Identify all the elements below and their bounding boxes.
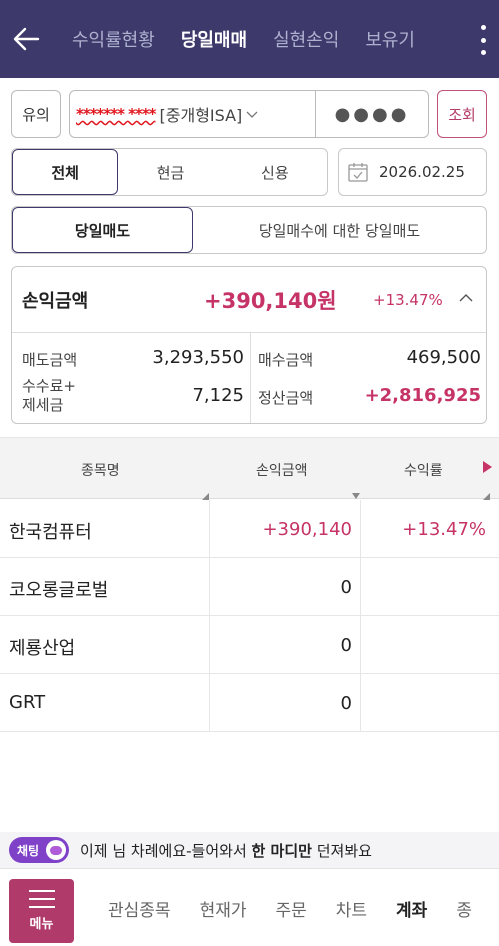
tab-holding-period[interactable]: 보유기 bbox=[365, 30, 415, 51]
column-stock-name[interactable]: 종목명 bbox=[81, 463, 120, 479]
segment-cash[interactable]: 현금 bbox=[156, 163, 185, 182]
table-row[interactable]: 한국컴퓨터 +390,140 +13.47% bbox=[0, 500, 499, 558]
table-row[interactable]: GRT 0 bbox=[0, 674, 499, 732]
nav-chart[interactable]: 차트 bbox=[335, 900, 368, 921]
chat-bubble-icon bbox=[46, 840, 66, 860]
top-header: 수익률현황 당일매매 실현손익 보유기 bbox=[0, 0, 499, 78]
chat-pill[interactable]: 채팅 bbox=[9, 837, 69, 863]
menu-button[interactable]: 메뉴 bbox=[9, 879, 74, 943]
table-row[interactable]: 코오롱글로벌 0 bbox=[0, 558, 499, 616]
calendar-icon bbox=[348, 163, 368, 182]
stock-name: GRT bbox=[9, 692, 46, 713]
pl-label: 손익금액 bbox=[22, 290, 89, 312]
chat-text-prefix: 이제 님 차례에요-들어와서 bbox=[80, 841, 252, 860]
bottom-nav-items: 관심종목 현재가 주문 차트 계좌 종 bbox=[108, 869, 499, 946]
date-picker[interactable]: 2026.02.25 bbox=[338, 148, 487, 196]
summary-card: 손익금액 +390,140원 +13.47% 매도금액 3,293,550 매수… bbox=[11, 266, 487, 424]
fee-tax-label: 수수료+ 제세금 bbox=[22, 377, 76, 415]
segment-credit[interactable]: 신용 bbox=[261, 163, 289, 182]
chat-text-bold: 한 마디만 bbox=[251, 841, 312, 860]
date-value: 2026.02.25 bbox=[379, 163, 465, 181]
nav-watchlist[interactable]: 관심종목 bbox=[108, 900, 171, 921]
chevron-down-icon bbox=[246, 111, 258, 118]
column-rate[interactable]: 수익률 bbox=[404, 463, 443, 479]
summary-divider bbox=[250, 333, 251, 423]
chat-banner[interactable]: 채팅 이제 님 차례에요-들어와서 한 마디만 던져봐요 bbox=[0, 832, 499, 868]
pl-value: +390,140원 bbox=[204, 288, 337, 313]
menu-label: 메뉴 bbox=[29, 917, 54, 932]
chevron-up-icon[interactable] bbox=[459, 293, 473, 303]
stock-pl: 0 bbox=[340, 693, 352, 714]
sell-amount-label: 매도금액 bbox=[22, 351, 78, 369]
stock-rate: +13.47% bbox=[402, 519, 486, 540]
tab-day-trade[interactable]: 당일매매 bbox=[180, 30, 248, 51]
segment-all[interactable]: 전체 bbox=[12, 149, 119, 195]
buy-amount-label: 매수금액 bbox=[258, 351, 314, 369]
stock-pl: 0 bbox=[340, 635, 352, 656]
table-body: 한국컴퓨터 +390,140 +13.47% 코오롱글로벌 0 제룡산업 0 G… bbox=[0, 500, 499, 732]
bottom-nav: 메뉴 관심종목 현재가 주문 차트 계좌 종 bbox=[0, 868, 499, 946]
fee-label-line1: 수수료+ bbox=[22, 377, 76, 395]
stock-name: 한국컴퓨터 bbox=[9, 522, 92, 543]
table-header: 종목명 손익금액 수익률 bbox=[0, 437, 499, 500]
table-row[interactable]: 제룡산업 0 bbox=[0, 616, 499, 674]
trade-type-segment: 당일매도 당일매수에 대한 당일매도 bbox=[11, 206, 487, 254]
account-row: 유의 ******* **** [중개형ISA] ●●●● 조회 bbox=[11, 90, 487, 138]
tab-realized-pl[interactable]: 실현손익 bbox=[273, 30, 340, 51]
buy-amount-value: 469,500 bbox=[406, 347, 481, 368]
resize-handle-icon bbox=[483, 493, 490, 500]
tab-return-status[interactable]: 수익률현황 bbox=[72, 30, 155, 51]
segment-day-sell[interactable]: 당일매도 bbox=[12, 207, 193, 253]
credit-type-segment: 전체 현금 신용 bbox=[11, 148, 328, 196]
nav-account[interactable]: 계좌 bbox=[396, 900, 428, 921]
stock-pl: 0 bbox=[340, 577, 352, 598]
segment-day-sell-of-day-buy[interactable]: 당일매수에 대한 당일매도 bbox=[258, 221, 421, 240]
query-button[interactable]: 조회 bbox=[437, 90, 487, 138]
account-selector[interactable]: ******* **** [중개형ISA] bbox=[69, 90, 315, 138]
stock-name: 코오롱글로벌 bbox=[9, 580, 109, 601]
hamburger-icon bbox=[28, 890, 55, 908]
sort-desc-icon[interactable] bbox=[352, 493, 360, 499]
chat-text-suffix: 던져봐요 bbox=[311, 841, 372, 860]
nav-current-price[interactable]: 현재가 bbox=[199, 900, 247, 921]
summary-grid: 매도금액 3,293,550 매수금액 469,500 수수료+ 제세금 7,1… bbox=[12, 333, 486, 423]
settle-amount-label: 정산금액 bbox=[258, 389, 314, 407]
stock-pl: +390,140 bbox=[262, 519, 352, 540]
header-tabs: 수익률현황 당일매매 실현손익 보유기 bbox=[72, 0, 441, 78]
sell-amount-value: 3,293,550 bbox=[152, 347, 244, 368]
account-number-redacted: ******* **** bbox=[76, 105, 157, 123]
account-type: [중개형ISA] bbox=[159, 106, 243, 125]
column-pl[interactable]: 손익금액 bbox=[256, 463, 308, 479]
pl-rate: +13.47% bbox=[373, 290, 443, 309]
fee-tax-value: 7,125 bbox=[192, 385, 244, 406]
chat-pill-label: 채팅 bbox=[17, 843, 40, 858]
more-options-icon[interactable] bbox=[479, 25, 487, 55]
resize-handle-icon bbox=[202, 493, 209, 500]
nav-order[interactable]: 주문 bbox=[275, 900, 307, 921]
chat-message: 이제 님 차례에요-들어와서 한 마디만 던져봐요 bbox=[80, 840, 372, 861]
settle-amount-value: +2,816,925 bbox=[364, 385, 481, 406]
caution-button[interactable]: 유의 bbox=[11, 90, 61, 138]
summary-header[interactable]: 손익금액 +390,140원 +13.47% bbox=[12, 267, 486, 333]
nav-more[interactable]: 종 bbox=[456, 900, 472, 921]
password-field[interactable]: ●●●● bbox=[315, 90, 429, 138]
stock-name: 제룡산업 bbox=[9, 638, 76, 659]
fee-label-line2: 제세금 bbox=[22, 396, 64, 414]
back-arrow-icon[interactable] bbox=[10, 22, 44, 56]
scroll-right-icon[interactable] bbox=[483, 461, 492, 473]
